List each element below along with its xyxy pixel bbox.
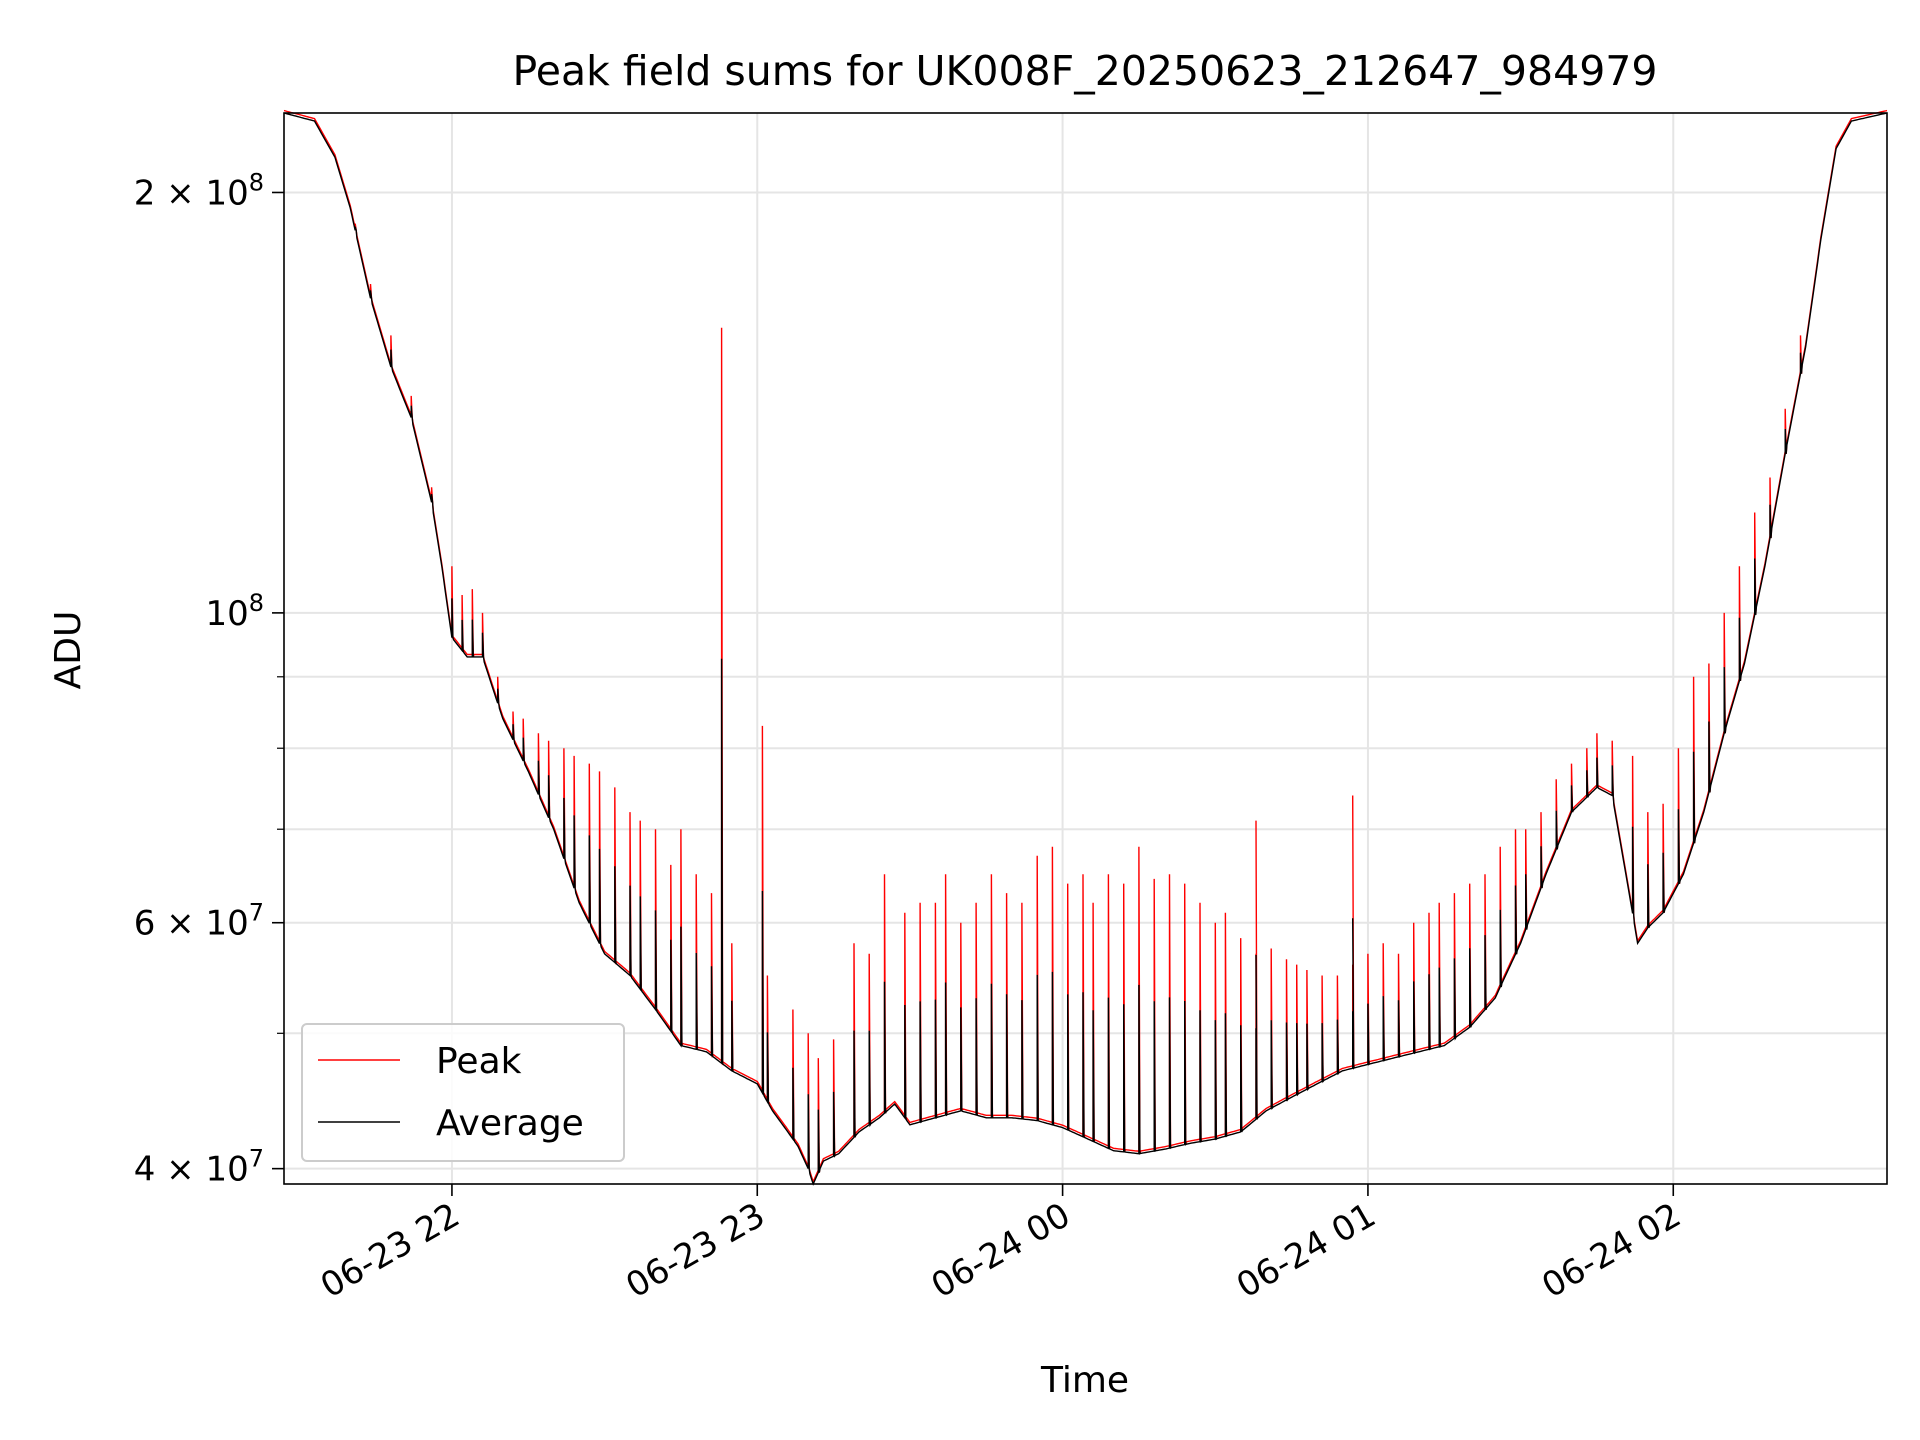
series-line-average (283, 112, 1888, 1186)
legend: Peak Average (301, 1023, 625, 1162)
plot-frame (283, 112, 1888, 1185)
x-axis-label: Time (1040, 1360, 1129, 1401)
legend-box (301, 1023, 625, 1162)
y-tick-label: 108 (205, 589, 264, 634)
series-layer (283, 109, 1888, 1186)
chart-title: Peak field sums for UK008F_20250623_2126… (513, 47, 1658, 95)
series-line-peak (283, 109, 1888, 1184)
y-tick-label: 6 × 107 (134, 899, 264, 944)
grid (284, 113, 1887, 1184)
y-axis: 4 × 107 6 × 107 108 2 × 108 (134, 168, 284, 1190)
y-tick-label: 4 × 107 (134, 1145, 264, 1190)
legend-label-peak: Peak (436, 1041, 522, 1082)
y-tick-label: 2 × 108 (134, 168, 264, 213)
legend-label-average: Average (436, 1103, 584, 1144)
y-axis-label: ADU (48, 611, 89, 690)
